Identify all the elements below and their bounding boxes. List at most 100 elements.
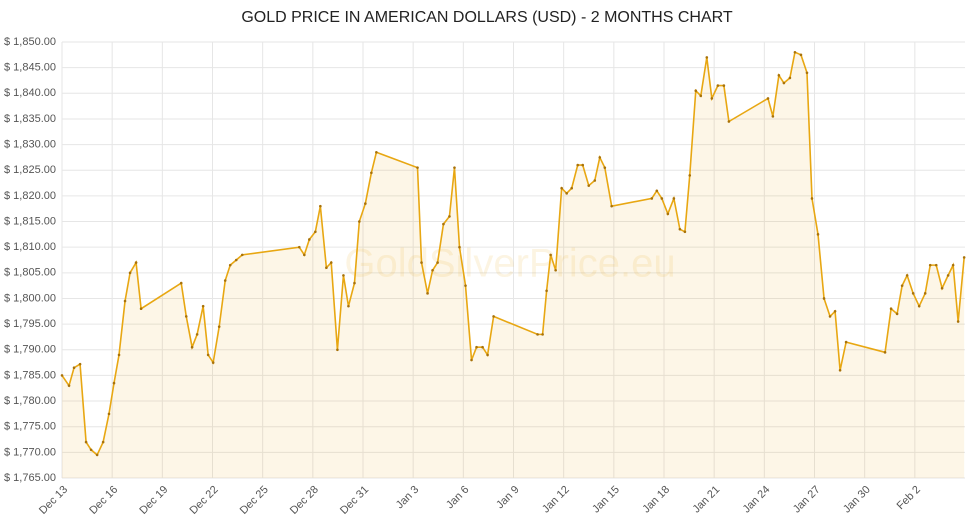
y-tick-label: $ 1,770.00: [4, 446, 56, 458]
point: [672, 197, 676, 200]
point: [297, 245, 301, 249]
y-tick-label: $ 1,785.00: [4, 369, 56, 381]
y-tick-label: $ 1,805.00: [4, 267, 56, 279]
point: [905, 274, 909, 277]
point: [956, 320, 960, 323]
point: [782, 81, 786, 85]
point: [308, 238, 311, 241]
x-tick-label: Dec 31: [338, 484, 371, 517]
x-tick-label: Dec 22: [188, 484, 221, 517]
point: [107, 412, 111, 416]
point: [67, 384, 71, 387]
point: [581, 163, 585, 167]
point: [89, 448, 93, 452]
x-tick-label: Dec 28: [288, 484, 321, 517]
point: [420, 261, 423, 264]
point: [492, 315, 495, 318]
point: [195, 333, 199, 336]
point: [934, 263, 938, 267]
x-tick-label: Dec 25: [238, 484, 271, 517]
point: [228, 263, 232, 267]
x-tick-label: Jan 15: [590, 484, 622, 516]
y-tick-label: $ 1,815.00: [4, 215, 56, 227]
point: [201, 304, 205, 308]
y-tick-label: $ 1,810.00: [4, 241, 56, 253]
point: [325, 266, 328, 269]
point: [917, 304, 921, 308]
y-tick-label: $ 1,830.00: [4, 138, 56, 150]
watermark: GoldSilverPrice.eu: [344, 242, 675, 286]
point: [683, 230, 687, 234]
x-tick-label: Jan 6: [444, 484, 472, 512]
y-tick-label: $ 1,795.00: [4, 318, 56, 330]
point: [722, 84, 726, 87]
x-tick-label: Jan 3: [394, 484, 422, 512]
point: [771, 115, 775, 118]
point: [570, 186, 573, 190]
point: [940, 286, 944, 290]
point: [458, 245, 461, 249]
y-tick-label: $ 1,850.00: [4, 36, 56, 48]
point: [710, 97, 714, 100]
point: [911, 292, 915, 295]
point: [475, 345, 478, 349]
y-tick-label: $ 1,780.00: [4, 395, 56, 407]
point: [329, 261, 333, 264]
point: [211, 361, 215, 364]
point: [660, 197, 664, 200]
point: [705, 56, 709, 59]
point: [464, 284, 467, 287]
point: [895, 312, 899, 316]
point: [78, 362, 82, 366]
point: [184, 315, 188, 318]
point: [84, 440, 88, 444]
chart-title: GOLD PRICE IN AMERICAN DOLLARS (USD) - 2…: [241, 9, 733, 26]
point: [190, 345, 194, 349]
x-tick-label: Dec 16: [87, 484, 120, 517]
point: [486, 353, 489, 357]
point: [610, 204, 613, 208]
area: [62, 52, 965, 479]
point: [481, 345, 484, 349]
point: [805, 71, 809, 75]
point: [666, 212, 670, 216]
point: [442, 222, 445, 226]
x-tick-label: Jan 9: [494, 484, 522, 512]
point: [336, 348, 339, 352]
point: [123, 299, 127, 303]
y-tick-label: $ 1,765.00: [4, 472, 56, 484]
point: [134, 261, 138, 264]
point: [353, 281, 356, 285]
point: [576, 163, 580, 167]
point: [240, 253, 244, 257]
point: [655, 189, 659, 193]
y-tick-label: $ 1,800.00: [4, 292, 56, 304]
point: [816, 233, 820, 236]
point: [793, 50, 797, 54]
point: [314, 230, 317, 234]
point: [650, 197, 654, 200]
point: [777, 74, 781, 77]
point: [112, 381, 116, 385]
point: [426, 292, 429, 295]
x-tick-label: Jan 30: [841, 484, 873, 516]
x-tick-label: Jan 21: [691, 484, 723, 516]
point: [727, 120, 731, 123]
point: [536, 333, 539, 336]
x-tick-label: Feb 2: [895, 484, 923, 512]
x-tick-label: Dec 19: [137, 484, 170, 517]
point: [470, 358, 473, 362]
x-tick-label: Jan 27: [791, 484, 823, 516]
point: [694, 89, 698, 93]
point: [788, 76, 792, 80]
point: [799, 53, 803, 57]
point: [128, 271, 132, 275]
point: [923, 292, 927, 295]
point: [883, 351, 887, 354]
point: [554, 268, 557, 272]
point: [217, 325, 221, 328]
y-tick-label: $ 1,775.00: [4, 421, 56, 433]
point: [598, 156, 602, 159]
point: [900, 284, 904, 287]
